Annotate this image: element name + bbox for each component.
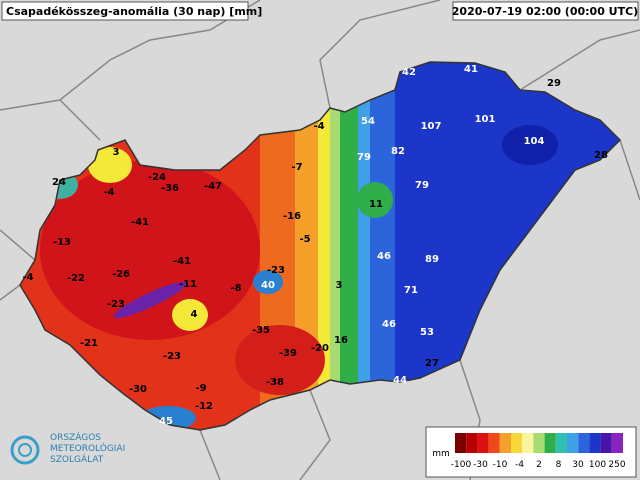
station-value: -47: [204, 181, 222, 192]
legend-swatch: [567, 433, 579, 453]
logo-line: METEOROLÓGIAI: [50, 442, 125, 454]
stations: 42 41 29 -4 54 107 101 104 28 3 79 82 -7 24 -24-36 -47 -…: [22, 64, 608, 427]
station-value: 46: [377, 251, 391, 262]
legend-swatch: [455, 433, 467, 453]
legend-label: -100: [451, 460, 472, 470]
station-value: -41: [131, 217, 149, 228]
legend-swatch: [555, 433, 567, 453]
legend-swatch: [533, 433, 545, 453]
station-value: 107: [421, 121, 442, 132]
legend-swatch: [488, 433, 500, 453]
station-value: -23: [267, 265, 285, 276]
station-value: -13: [53, 237, 71, 248]
logo: ORSZÁGOS METEOROLÓGIAI SZOLGÁLAT: [10, 431, 125, 465]
timestamp-box: [452, 1, 639, 21]
station-value: 44: [393, 375, 407, 386]
station-value: 29: [547, 78, 561, 89]
legend-label: -30: [473, 460, 488, 470]
station-value: -20: [311, 343, 329, 354]
station-value: 79: [415, 180, 429, 191]
legend-swatch: [589, 433, 601, 453]
station-value: 71: [404, 285, 418, 296]
station-value: -4: [313, 121, 324, 132]
station-value: 3: [113, 147, 120, 158]
station-value: -21: [80, 338, 98, 349]
station-value: -5: [299, 234, 310, 245]
station-value: 41: [464, 64, 478, 75]
station-value: 4: [191, 309, 198, 320]
station-value: -30: [129, 384, 147, 395]
logo-line: SZOLGÁLAT: [50, 453, 104, 465]
station-value: 79: [357, 152, 371, 163]
station-value: -22: [67, 273, 85, 284]
station-value: 3: [336, 280, 343, 291]
station-value: 53: [420, 327, 434, 338]
station-value: -12: [195, 401, 213, 412]
station-value: 28: [594, 150, 608, 161]
legend-swatch: [466, 433, 478, 453]
station-value: 27: [425, 358, 439, 369]
station-value: -41: [173, 256, 191, 267]
station-value: 42: [402, 67, 416, 78]
station-value: -36: [161, 183, 179, 194]
station-value: 16: [334, 335, 348, 346]
station-value: -23: [163, 351, 181, 362]
station-value: 82: [391, 146, 405, 157]
legend-swatch: [511, 433, 523, 453]
legend-swatch: [578, 433, 590, 453]
station-value: 54: [361, 116, 375, 127]
station-value: 104: [524, 136, 545, 147]
station-value: 101: [475, 114, 496, 125]
station-value: -38: [266, 377, 284, 388]
station-value: 46: [382, 319, 396, 330]
station-value: -23: [107, 299, 125, 310]
station-value: -4: [22, 272, 33, 283]
legend-label: 100: [589, 460, 606, 470]
legend-label: -10: [493, 460, 508, 470]
station-value: -24: [148, 172, 166, 183]
timestamp: 2020-07-19 02:00 (00:00 UTC): [452, 5, 638, 18]
legend-label: 30: [572, 460, 584, 470]
station-value: 89: [425, 254, 439, 265]
legend: -100 -30 -10 -4 2 8 30 100 250: [451, 433, 626, 470]
legend-label: -4: [515, 460, 524, 470]
station-value: 24: [52, 177, 66, 188]
station-value: 45: [159, 416, 173, 427]
station-value: -8: [230, 283, 241, 294]
legend-label: 2: [536, 460, 542, 470]
station-value: -11: [179, 279, 197, 290]
station-value: -35: [252, 325, 270, 336]
title-box: [1, 1, 249, 21]
legend-swatch: [522, 433, 534, 453]
station-value: 11: [369, 199, 383, 210]
legend-swatch: [544, 433, 556, 453]
legend-label: 8: [556, 460, 562, 470]
station-value: -39: [279, 348, 297, 359]
legend-swatch: [477, 433, 489, 453]
legend-swatch: [499, 433, 511, 453]
station-value: -9: [195, 383, 206, 394]
station-value: 40: [261, 280, 275, 291]
logo-line: ORSZÁGOS: [50, 431, 101, 443]
station-value: -26: [112, 269, 130, 280]
legend-swatch: [611, 433, 623, 453]
legend-unit: mm: [432, 449, 450, 459]
station-value: -16: [283, 211, 301, 222]
legend-label: 250: [608, 460, 625, 470]
station-value: -4: [103, 187, 114, 198]
title: Csapadékösszeg-anomália (30 nap) [mm]: [6, 5, 262, 18]
station-value: -7: [291, 162, 302, 173]
legend-swatch: [600, 433, 612, 453]
